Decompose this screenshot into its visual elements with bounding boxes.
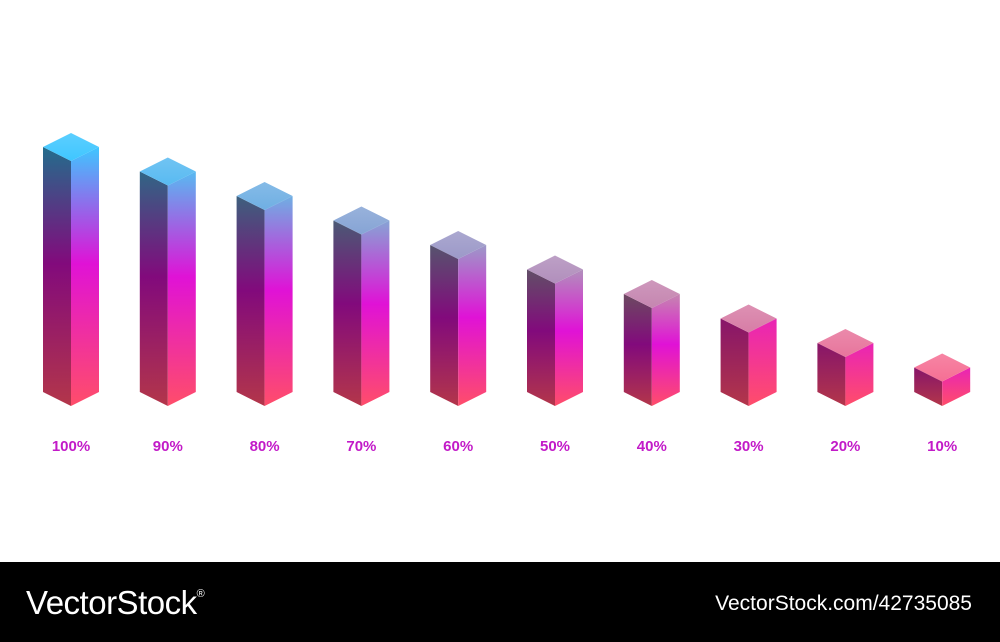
tick-label: 40% xyxy=(637,438,667,455)
tick-label: 100% xyxy=(52,438,90,455)
bar-right-face xyxy=(651,294,680,406)
brand-logo: VectorStock® xyxy=(26,584,205,622)
bar-left-face xyxy=(333,220,362,406)
bar-left-face xyxy=(236,196,265,406)
brand-name: VectorStock xyxy=(26,584,197,621)
bar xyxy=(527,255,583,406)
bar-left-face xyxy=(43,147,71,406)
bar-left-face xyxy=(430,245,459,406)
bar-right-face xyxy=(361,220,390,406)
bar xyxy=(623,280,680,406)
bar-left-face xyxy=(527,269,555,406)
brand-registered-mark: ® xyxy=(196,588,205,600)
bar-right-face xyxy=(167,171,196,406)
bar-right-face xyxy=(71,147,99,406)
bar xyxy=(236,182,293,406)
tick-label: 90% xyxy=(153,438,183,455)
bar-left-face xyxy=(817,343,846,406)
bar xyxy=(720,304,777,406)
bar xyxy=(430,231,487,406)
bar xyxy=(43,133,99,406)
bar-top-face xyxy=(430,231,487,259)
bar-top-face xyxy=(817,329,874,357)
bar-right-face xyxy=(264,196,293,406)
bar-right-face xyxy=(748,318,777,406)
tick-label: 60% xyxy=(443,438,473,455)
bar-right-face xyxy=(458,245,487,406)
bar-left-face xyxy=(623,294,652,406)
bar-top-face xyxy=(139,157,196,186)
tick-label: 80% xyxy=(250,438,280,455)
image-id: VectorStock.com/42735085 xyxy=(715,592,972,615)
bar-top-face xyxy=(236,182,293,210)
bar xyxy=(914,353,971,406)
tick-label: 50% xyxy=(540,438,570,455)
bar-right-face xyxy=(555,269,583,406)
bars-layer xyxy=(43,133,971,406)
bar xyxy=(817,329,874,406)
tick-label: 10% xyxy=(927,438,957,455)
bar-top-face xyxy=(623,280,680,308)
bar-left-face xyxy=(720,318,749,406)
bar-right-face xyxy=(845,343,874,406)
bar-top-face xyxy=(527,255,583,284)
watermark-footer: VectorStock® VectorStock.com/42735085 xyxy=(0,562,1000,642)
tick-label: 20% xyxy=(830,438,860,455)
tick-label: 70% xyxy=(346,438,376,455)
bar-top-face xyxy=(333,206,390,235)
bar-left-face xyxy=(914,367,943,406)
chart-svg: 100% 90% 80% 70% 60% 50% 40% 30% 20% 10% xyxy=(43,133,971,455)
bar xyxy=(333,206,390,406)
bar-top-face xyxy=(720,304,777,333)
bar-left-face xyxy=(139,171,168,406)
bar-chart: 100% 90% 80% 70% 60% 50% 40% 30% 20% 10% xyxy=(43,133,971,455)
tick-label: 30% xyxy=(734,438,764,455)
bar-right-face xyxy=(942,367,971,406)
bar-top-face xyxy=(914,353,971,382)
bar-top-face xyxy=(43,133,99,161)
tick-labels: 100% 90% 80% 70% 60% 50% 40% 30% 20% 10% xyxy=(52,438,957,455)
bar xyxy=(139,157,196,406)
